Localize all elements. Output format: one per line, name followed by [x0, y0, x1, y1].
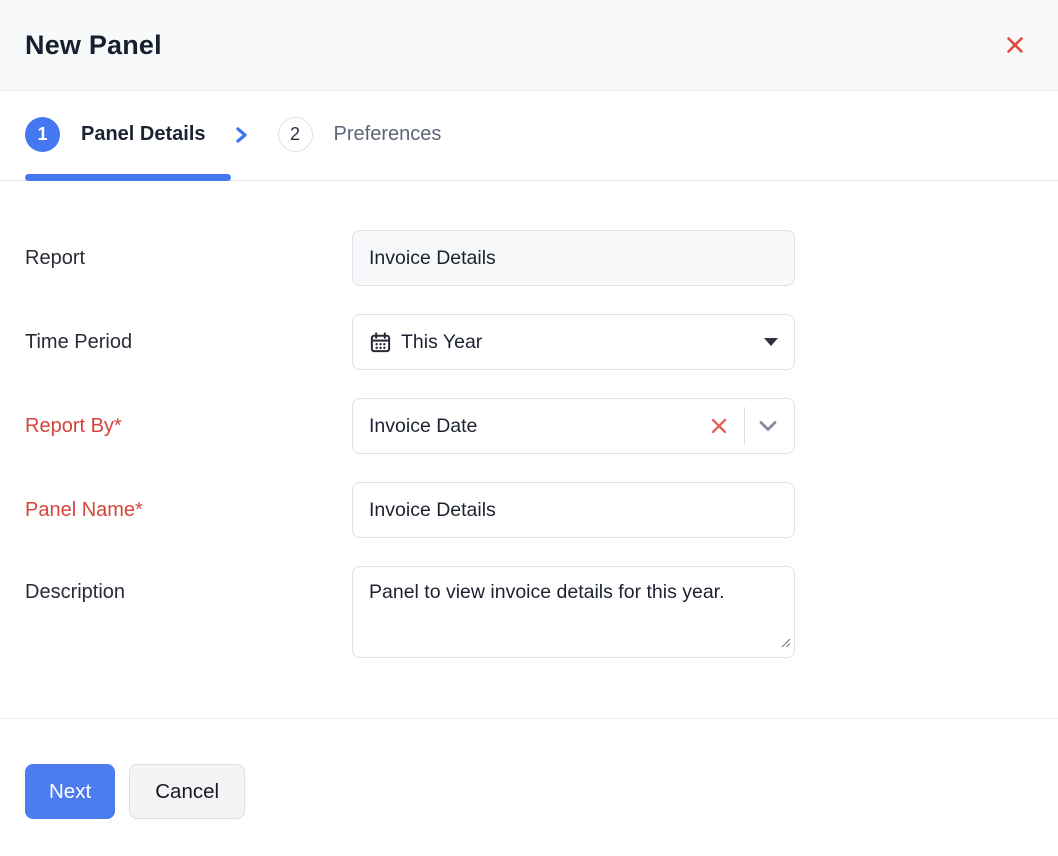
field-divider — [744, 407, 745, 445]
tab-panel-details[interactable]: 1 Panel Details — [25, 117, 206, 152]
description-textarea[interactable]: Panel to view invoice details for this y… — [352, 566, 795, 658]
modal-footer: Next Cancel — [0, 718, 1058, 856]
step-1-circle: 1 — [25, 117, 60, 152]
caret-down-icon — [764, 338, 778, 346]
chevron-down-icon[interactable] — [758, 419, 778, 433]
modal-header: New Panel — [0, 0, 1058, 91]
report-by-value: Invoice Date — [369, 414, 478, 437]
time-period-row: Time Period This Year — [25, 314, 1058, 370]
report-by-label: Report By* — [25, 414, 122, 437]
description-label: Description — [25, 581, 126, 603]
step-2-circle: 2 — [277, 117, 313, 152]
panel-name-row: Panel Name* — [25, 482, 1058, 538]
panel-name-input[interactable] — [352, 482, 795, 538]
step-2-label: Preferences — [333, 123, 442, 145]
report-by-row: Report By* Invoice Date — [25, 398, 1058, 454]
active-tab-indicator — [25, 174, 231, 181]
report-by-combobox[interactable]: Invoice Date — [352, 398, 795, 454]
clear-icon[interactable] — [710, 417, 728, 435]
next-button[interactable]: Next — [25, 764, 116, 819]
calendar-icon — [369, 331, 392, 354]
report-row: Report — [25, 230, 1058, 286]
time-period-select[interactable]: This Year — [352, 314, 795, 370]
stepper: 1 Panel Details 2 Preferences — [0, 91, 1058, 181]
panel-details-form: Report Time Period This Year — [0, 181, 1058, 718]
description-row: Description Panel to view invoice detail… — [25, 566, 1058, 658]
chevron-right-icon — [234, 126, 248, 144]
close-icon[interactable] — [1002, 32, 1028, 58]
time-period-value: This Year — [401, 330, 483, 353]
cancel-button[interactable]: Cancel — [129, 764, 246, 819]
panel-name-label: Panel Name* — [25, 498, 143, 521]
time-period-label: Time Period — [25, 330, 133, 353]
tab-preferences[interactable]: 2 Preferences — [277, 117, 442, 152]
modal-title: New Panel — [25, 29, 162, 60]
step-1-label: Panel Details — [81, 123, 206, 145]
report-label: Report — [25, 246, 86, 269]
report-field — [352, 230, 795, 286]
resize-handle-icon[interactable] — [779, 635, 791, 653]
